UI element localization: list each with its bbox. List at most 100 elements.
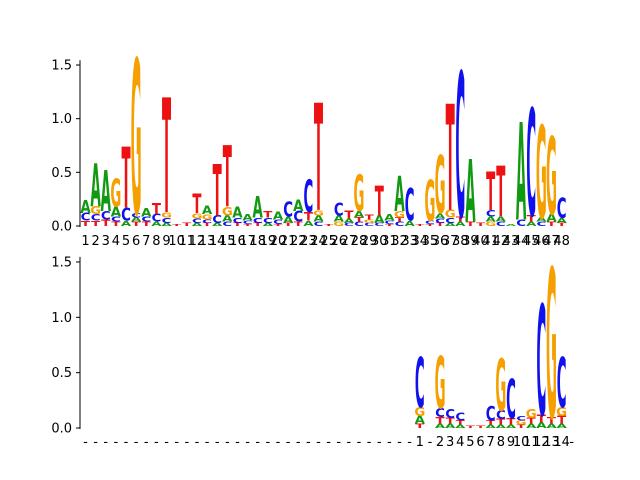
x-tick-label: 30 — [371, 234, 388, 249]
logo-letter-C: C — [202, 219, 212, 224]
logo-letter-C: C — [486, 402, 496, 425]
logo-column-3: TCA — [101, 159, 112, 229]
logo-letter-G: G — [414, 405, 425, 419]
logo-letter-A: A — [242, 213, 253, 223]
logo-column-7: TCA — [141, 205, 152, 228]
logo-letter-T: T — [385, 224, 395, 227]
x-tick-label: - — [134, 435, 139, 450]
logo-letter-A: A — [141, 205, 152, 219]
x-tick-label: 23 — [300, 234, 317, 249]
logo-letter-T: T — [162, 67, 171, 250]
x-tick-label: 48 — [553, 234, 570, 249]
logo-letter-A: A — [496, 215, 507, 224]
logo-letter-A: A — [263, 222, 274, 227]
logo-letter-C: C — [303, 171, 313, 222]
logo-letter-G: G — [556, 405, 567, 419]
x-tick-label: - — [357, 435, 362, 450]
x-tick-label: - — [276, 435, 281, 450]
logo-column-40: T — [476, 425, 486, 428]
top-logo-panel: 0.00.51.01.51 2 3 4 5 6 7 8 91011121314151617181… — [51, 18, 570, 264]
x-tick-label: - — [367, 435, 372, 450]
logo-letter-A: A — [344, 218, 354, 225]
logo-letter-G: G — [445, 208, 456, 220]
logo-letter-T: T — [152, 202, 161, 219]
logo-letter-G: G — [485, 221, 496, 228]
logo-letter-C: C — [526, 79, 536, 251]
logo-letter-C: C — [435, 406, 445, 420]
logo-letter-T: T — [436, 222, 445, 227]
logo-letter-T: T — [101, 218, 110, 228]
logo-letter-A: A — [465, 143, 475, 242]
x-tick-label: - — [316, 435, 321, 450]
logo-letter-A: A — [131, 217, 141, 224]
logo-letter-A: A — [556, 423, 566, 430]
logo-letter-T: T — [456, 215, 466, 224]
logo-column-41: ATC — [486, 402, 497, 430]
logo-letter-T: T — [213, 150, 222, 232]
x-tick-label: - — [215, 435, 220, 450]
logo-letter-G: G — [333, 221, 344, 228]
x-tick-label: 22 — [290, 234, 307, 249]
logo-letter-C: C — [496, 409, 506, 423]
x-tick-label: - — [286, 435, 291, 450]
logo-letter-A: A — [293, 197, 304, 216]
x-tick-label: 19 — [260, 234, 277, 249]
logo-column-23: ATC — [303, 171, 314, 228]
logo-letter-C: C — [192, 218, 202, 225]
logo-letter-C: C — [141, 215, 151, 224]
logo-letter-A: A — [516, 97, 526, 252]
logo-letter-T: T — [557, 414, 567, 426]
logo-column-30: CAT — [374, 179, 385, 227]
logo-letter-A: A — [232, 205, 242, 222]
logo-letter-C: C — [415, 343, 425, 424]
x-tick-label: - — [265, 435, 270, 450]
x-tick-label: - — [306, 435, 311, 450]
logo-column-10: T — [172, 224, 182, 227]
logo-letter-C: C — [374, 222, 384, 227]
logo-letter-T: T — [314, 73, 323, 245]
logo-letter-T: T — [91, 219, 101, 228]
x-tick-label: - — [184, 435, 189, 450]
logo-letter-G: G — [131, 18, 142, 264]
logo-letter-A: A — [384, 213, 395, 223]
x-tick-label: 4 — [456, 435, 464, 450]
y-tick-label: 0.0 — [51, 220, 72, 235]
logo-letter-C: C — [354, 221, 364, 228]
logo-letter-A: A — [151, 221, 161, 228]
logo-letter-C: C — [486, 209, 496, 219]
x-tick-label: 41 — [482, 234, 499, 249]
logo-letter-G: G — [536, 102, 547, 248]
logo-letter-T: T — [182, 222, 191, 227]
logo-letter-T: T — [324, 224, 334, 227]
x-tick-label: 13 — [199, 234, 216, 249]
x-tick-label: 44 — [513, 234, 530, 249]
x-tick-label: - — [124, 435, 129, 450]
logo-letter-T: T — [547, 415, 556, 426]
y-tick-label: 1.0 — [51, 311, 72, 326]
x-tick-label: 14 — [209, 234, 226, 249]
logo-letter-T: T — [527, 214, 536, 224]
logo-letter-C: C — [314, 221, 324, 228]
logo-letter-C: C — [91, 213, 101, 223]
logo-letter-T: T — [172, 224, 182, 227]
logo-column-21: TAC — [283, 199, 294, 228]
logo-letter-C: C — [253, 216, 263, 225]
logo-letter-T: T — [486, 162, 495, 224]
logo-letter-T: T — [81, 219, 91, 228]
x-tick-label: 11 — [179, 234, 196, 249]
logo-letter-C: C — [212, 213, 222, 225]
x-tick-label: 5 — [466, 435, 474, 450]
logo-letter-A: A — [445, 423, 455, 430]
logo-letter-T: T — [537, 413, 547, 425]
logo-letter-A: A — [161, 222, 172, 227]
x-tick-label: 6 — [476, 435, 484, 450]
x-tick-label: 8 — [152, 234, 160, 249]
x-tick-label: - — [195, 435, 200, 450]
x-tick-label: 32 — [391, 234, 408, 249]
